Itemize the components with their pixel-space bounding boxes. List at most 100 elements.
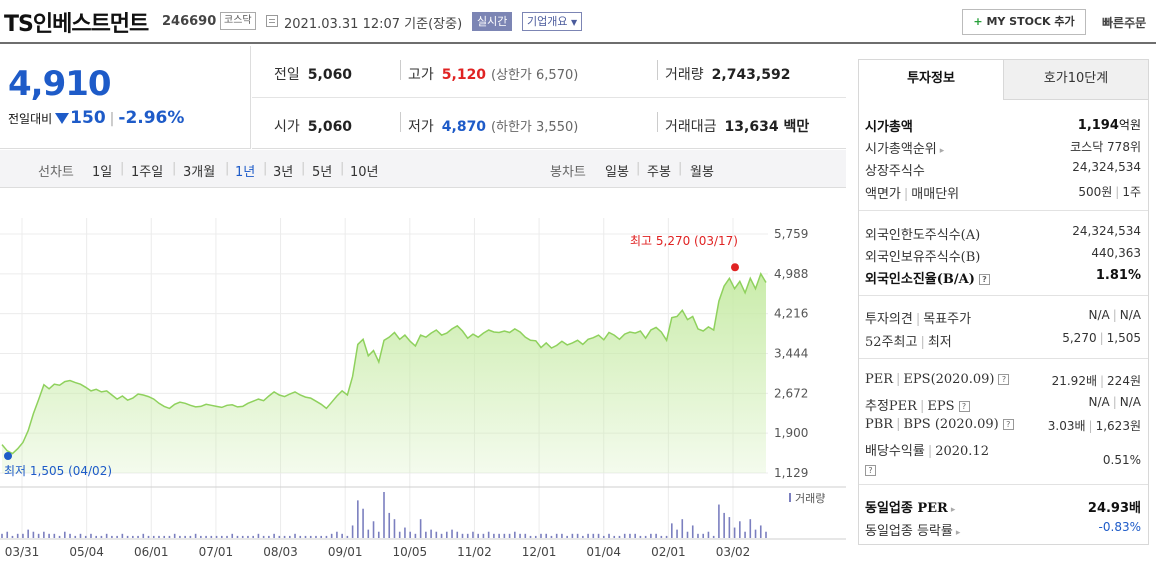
volume-bar bbox=[90, 533, 92, 538]
stock-code: 246690 bbox=[162, 14, 217, 29]
volume-bar bbox=[194, 533, 197, 538]
plus-icon: + bbox=[973, 15, 983, 28]
candle-daily[interactable]: 일봉 bbox=[605, 165, 629, 180]
market-cap-rank-row[interactable]: 시가총액순위 ▸ 코스닥 778위 bbox=[865, 140, 1141, 157]
help-icon[interactable]: ? bbox=[958, 401, 970, 412]
volume-bar bbox=[220, 535, 223, 538]
candle-weekly[interactable]: 주봉 bbox=[647, 165, 671, 180]
quick-order-link[interactable]: 빠른주문 bbox=[1102, 16, 1147, 30]
volume-bar bbox=[205, 535, 207, 538]
industry-rate-row[interactable]: 동일업종 등락률 ▸ -0.83% bbox=[865, 520, 1141, 539]
volume-bar bbox=[189, 535, 192, 538]
x-tick-label: 07/01 bbox=[199, 545, 234, 559]
volume-bar bbox=[445, 531, 448, 538]
high-price: 고가 5,120 (상한가 6,570) bbox=[408, 67, 579, 83]
y-tick-label: 1,129 bbox=[774, 466, 808, 480]
volume-bar bbox=[37, 533, 40, 538]
volume-bar bbox=[74, 535, 77, 538]
volume-bar bbox=[466, 533, 469, 538]
foreign-ratio-row: 외국인소진율(B/A)? 1.81% bbox=[865, 268, 1141, 287]
market-cap-row: 시가총액 1,194억원 bbox=[865, 118, 1141, 135]
volume-bar bbox=[493, 533, 495, 538]
candle-chart-label: 봉차트 bbox=[550, 165, 586, 180]
tab-orderbook[interactable]: 호가10단계 bbox=[1004, 60, 1148, 100]
volume-bar bbox=[262, 535, 265, 538]
volume-bar bbox=[435, 531, 438, 538]
realtime-button[interactable]: 실시간 bbox=[472, 12, 513, 31]
help-icon[interactable]: ? bbox=[1002, 419, 1014, 430]
volume-bar bbox=[472, 531, 474, 538]
volume-bar bbox=[283, 535, 286, 538]
period-1y[interactable]: 1년 bbox=[235, 165, 256, 180]
x-tick-label: 03/31 bbox=[5, 545, 40, 559]
volume-bar bbox=[84, 535, 87, 538]
x-tick-label: 03/02 bbox=[716, 545, 751, 559]
y-tick-label: 4,216 bbox=[774, 307, 808, 321]
volume-bar bbox=[718, 504, 720, 538]
volume-bar bbox=[440, 533, 443, 538]
add-my-stock-button[interactable]: + MY STOCK 추가 bbox=[962, 9, 1086, 35]
y-tick-label: 1,900 bbox=[774, 426, 808, 440]
low-marker bbox=[4, 452, 12, 460]
volume-bar bbox=[744, 531, 746, 538]
volume-bar bbox=[582, 535, 584, 538]
price-chart[interactable]: 5,759 4,988 4,216 3,444 2,672 1,900 1,129 03/31… bbox=[0, 188, 846, 580]
company-overview-dropdown[interactable]: 기업개요 ▼ bbox=[522, 12, 583, 31]
period-10y[interactable]: 10년 bbox=[350, 165, 379, 180]
volume-bar bbox=[587, 533, 589, 538]
tab-investment-info[interactable]: 투자정보 bbox=[859, 60, 1004, 100]
foreign-holding-row: 외국인보유주식수(B) 440,363 bbox=[865, 246, 1141, 265]
industry-per-row[interactable]: 동일업종 PER ▸ 24.93배 bbox=[865, 501, 1141, 516]
volume-bar bbox=[289, 535, 291, 538]
candle-monthly[interactable]: 월봉 bbox=[690, 165, 714, 180]
period-3m[interactable]: 3개월 bbox=[183, 165, 216, 180]
volume-bar bbox=[383, 492, 385, 538]
volume-bar bbox=[100, 535, 103, 538]
volume-bar bbox=[749, 519, 752, 538]
volume-bar bbox=[697, 533, 699, 538]
volume-bar bbox=[414, 533, 417, 538]
chart-toolbar: 선차트 1일 | 1주일 | 3개월 | 1년 | 3년 | 5년 | 10년 … bbox=[0, 150, 846, 188]
volume-bar bbox=[215, 535, 218, 538]
volume-bar bbox=[132, 535, 134, 538]
volume-bar bbox=[681, 519, 684, 538]
volume-bar bbox=[482, 533, 485, 538]
volume-bar bbox=[147, 535, 150, 538]
calendar-icon bbox=[266, 15, 278, 27]
volume-bar bbox=[309, 535, 312, 538]
stock-header: TS인베스트먼트 246690 코스닥 2021.03.31 12:07 기준(… bbox=[0, 0, 1156, 44]
help-icon[interactable]: ? bbox=[998, 374, 1010, 385]
volume-bar bbox=[477, 533, 479, 538]
help-icon[interactable]: ? bbox=[865, 465, 876, 476]
volume-bar bbox=[634, 533, 636, 538]
volume-bar bbox=[451, 529, 453, 538]
dividend-row: 배당수익률 | 2020.12? 0.51% bbox=[865, 444, 1141, 476]
volume-bar bbox=[691, 525, 694, 538]
period-3y[interactable]: 3년 bbox=[273, 165, 294, 180]
help-icon[interactable]: ? bbox=[978, 274, 990, 285]
volume-bar bbox=[336, 531, 338, 538]
volume-bar bbox=[241, 535, 244, 538]
volume-bar bbox=[754, 529, 757, 538]
y-tick-label: 5,759 bbox=[774, 227, 808, 241]
volume-bar bbox=[566, 535, 568, 538]
foreign-limit-row: 외국인한도주식수(A) 24,324,534 bbox=[865, 224, 1141, 243]
volume-bar bbox=[22, 533, 24, 538]
open-price: 시가 5,060 bbox=[274, 119, 353, 135]
volume-bar bbox=[116, 535, 118, 538]
volume-bar bbox=[48, 533, 50, 538]
y-tick-label: 3,444 bbox=[774, 347, 808, 361]
volume-bar bbox=[346, 535, 349, 538]
period-1d[interactable]: 1일 bbox=[92, 165, 113, 180]
volume-bar bbox=[550, 535, 553, 538]
period-1w[interactable]: 1주일 bbox=[131, 165, 164, 180]
volume-bar bbox=[529, 535, 532, 538]
volume-bar bbox=[273, 533, 275, 538]
volume-bar bbox=[357, 500, 359, 538]
period-5y[interactable]: 5년 bbox=[312, 165, 333, 180]
chevron-right-icon: ▸ bbox=[939, 146, 945, 156]
volume-bar bbox=[1, 533, 3, 538]
volume-bar bbox=[111, 535, 113, 538]
volume-bar bbox=[660, 535, 663, 538]
volume-bar bbox=[733, 527, 736, 538]
